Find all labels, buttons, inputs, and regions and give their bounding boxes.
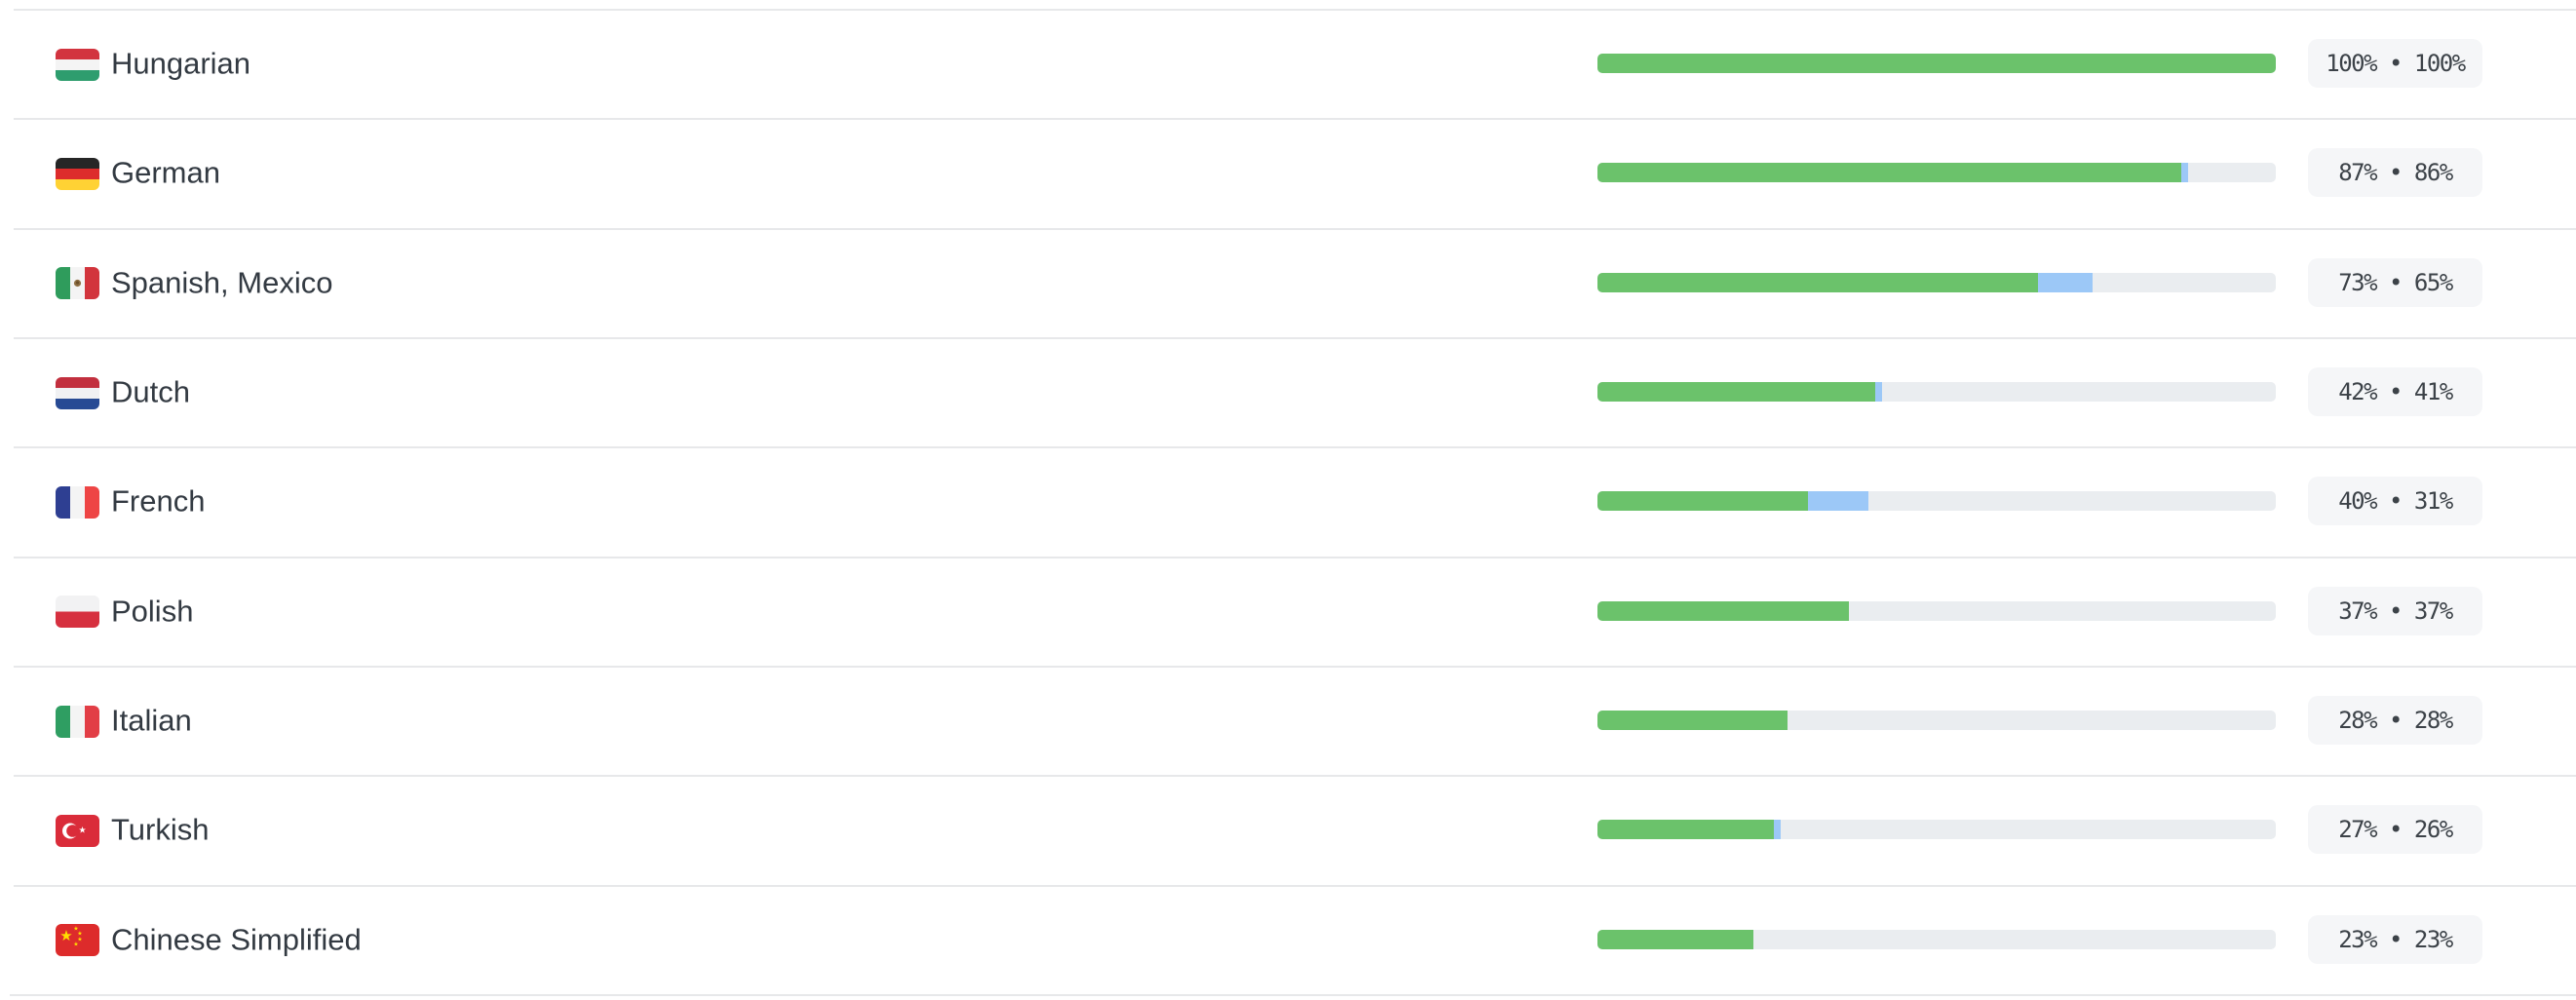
language-link[interactable]: Turkish [111,812,210,847]
progress-percent-badge: 28% • 28% [2308,696,2482,746]
progress-translated-segment [1597,711,1788,731]
svg-text:★: ★ [73,942,78,948]
language-link[interactable]: Chinese Simplified [111,922,362,957]
language-link[interactable]: German [111,155,220,190]
progress-pending-segment [1875,382,1883,403]
flag-china-icon: ★ ★ ★ ★ ★ [56,924,99,957]
progress-percent-badge: 73% • 65% [2308,257,2482,307]
progress-translated-segment [1597,54,2276,74]
flag-france-icon [56,485,99,519]
progress-translated-segment [1597,382,1876,403]
svg-text:★: ★ [77,931,82,938]
language-row-mx[interactable]: Spanish, Mexico 73% • 65% [0,227,2576,337]
language-link[interactable]: Polish [111,594,194,629]
progress-pending-segment [1773,820,1781,840]
language-row-it[interactable]: Italian 28% • 28% [0,665,2576,775]
translation-progress-bar [1597,54,2276,74]
flag-netherlands-icon [56,376,99,409]
flag-poland-icon [56,596,99,629]
flag-italy-icon [56,705,99,738]
translation-progress-bar [1597,491,2276,512]
flag-germany-icon [56,157,99,190]
translation-progress-bar [1597,929,2276,949]
translation-progress-bar [1597,711,2276,731]
language-link[interactable]: Dutch [111,374,190,409]
svg-text:★: ★ [77,937,82,943]
progress-pending-segment [1807,491,1869,512]
language-row-fr[interactable]: French 40% • 31% [0,446,2576,556]
flag-mexico-icon [56,267,99,300]
translation-progress-bar [1597,382,2276,403]
language-link[interactable]: Italian [111,703,192,738]
svg-text:★: ★ [73,926,78,933]
svg-text:★: ★ [78,826,86,835]
language-link[interactable]: French [111,483,206,519]
progress-translated-segment [1597,272,2039,292]
translation-progress-bar [1597,272,2276,292]
progress-translated-segment [1597,163,2181,183]
language-link[interactable]: Hungarian [111,46,251,81]
progress-translated-segment [1597,929,1754,949]
progress-pending-segment [2180,163,2188,183]
flag-hungary-icon [56,48,99,81]
translation-progress-bar [1597,820,2276,840]
progress-translated-segment [1597,820,1774,840]
progress-percent-badge: 87% • 86% [2308,148,2482,198]
progress-pending-segment [2038,272,2094,292]
progress-translated-segment [1597,600,1849,621]
language-row-nl[interactable]: Dutch 42% • 41% [0,336,2576,446]
translation-progress-bar [1597,163,2276,183]
progress-percent-badge: 42% • 41% [2308,367,2482,417]
svg-text:★: ★ [59,927,72,944]
language-row-hu[interactable]: Hungarian 100% • 100% [0,9,2576,118]
progress-percent-badge: 100% • 100% [2308,39,2482,89]
language-row-pl[interactable]: Polish 37% • 37% [0,556,2576,666]
progress-translated-segment [1597,491,1808,512]
translation-progress-bar [1597,600,2276,621]
language-link[interactable]: Spanish, Mexico [111,265,333,300]
language-row-cn[interactable]: ★ ★ ★ ★ ★ Chinese Simplified 23% • 23% [0,884,2576,994]
progress-percent-badge: 40% • 31% [2308,477,2482,526]
language-row-de[interactable]: German 87% • 86% [0,118,2576,227]
progress-percent-badge: 27% • 26% [2308,805,2482,855]
progress-percent-badge: 37% • 37% [2308,586,2482,635]
language-row-tr[interactable]: ★ Turkish 27% • 26% [0,775,2576,884]
flag-turkey-icon: ★ [56,814,99,847]
progress-percent-badge: 23% • 23% [2308,914,2482,964]
